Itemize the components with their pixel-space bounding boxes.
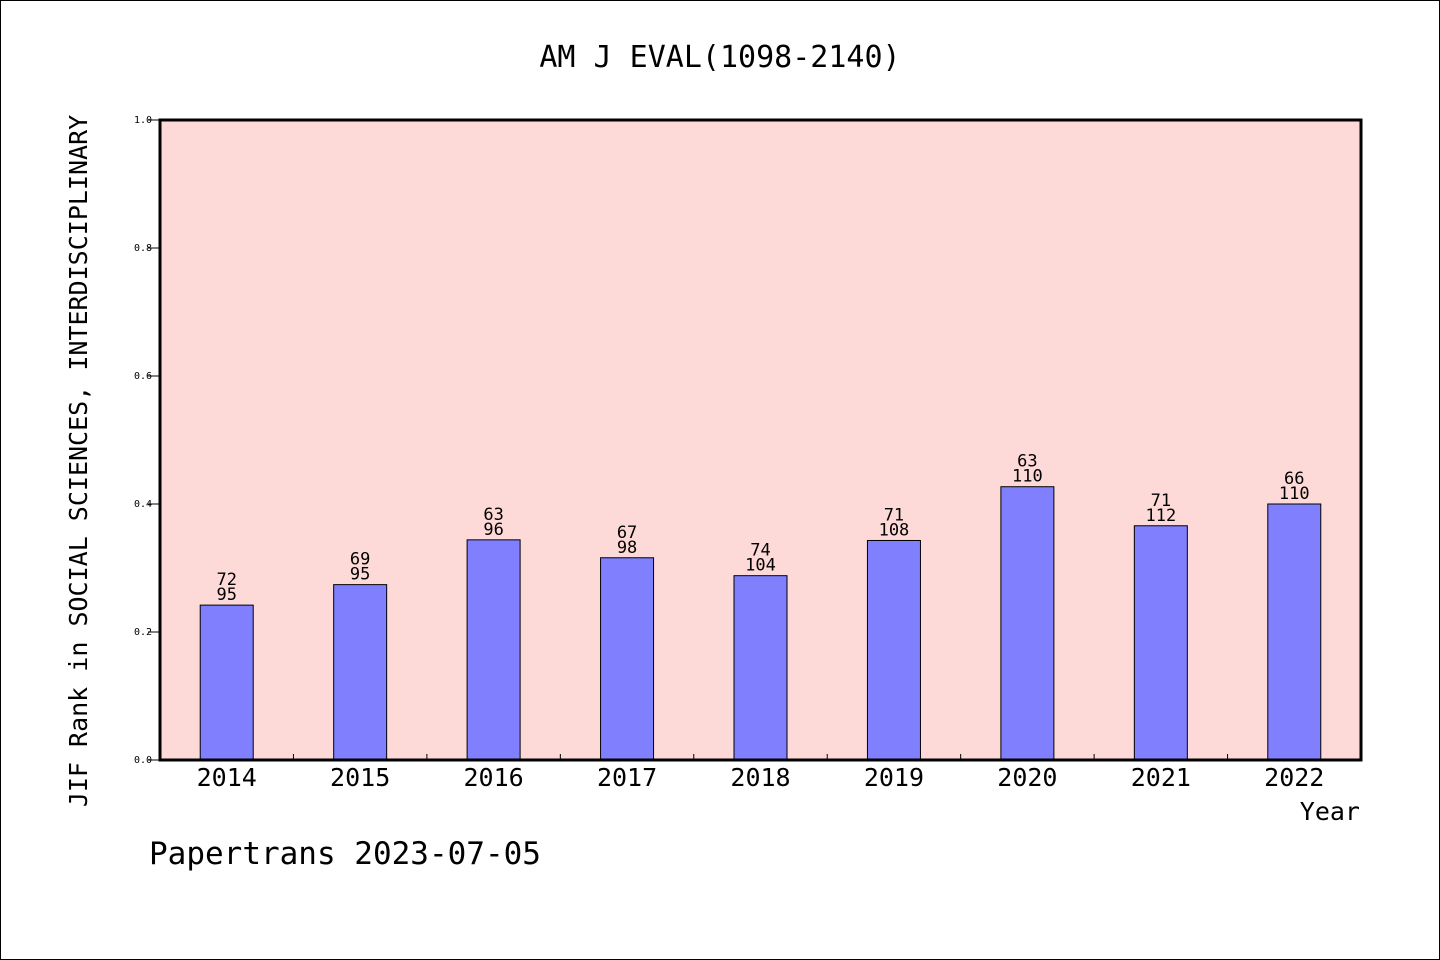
y-axis-label: JIF Rank in SOCIAL SCIENCES, INTERDISCIP…	[64, 115, 93, 807]
bar-total-label: 98	[617, 538, 637, 558]
x-tick-label: 2015	[330, 763, 390, 792]
y-tick-label: 0.4	[134, 499, 152, 510]
bar-total-label: 108	[879, 520, 910, 540]
y-tick-label: 0.2	[134, 627, 152, 638]
y-axis-ticks: 0.0 0.2 0.4 0.6 0.8 1.0	[134, 115, 160, 766]
footer-credit: Papertrans 2023-07-05	[149, 836, 541, 872]
bar-2021	[1133, 525, 1188, 761]
bar-rank-label: 63	[1017, 452, 1037, 472]
bar-2020	[1000, 486, 1055, 761]
y-tick-label: 1.0	[134, 115, 152, 126]
bar-total-label: 104	[745, 556, 776, 576]
chart-title: AM J EVAL(1098-2140)	[539, 40, 900, 75]
bar-total-label: 110	[1012, 467, 1043, 487]
bar-rank-label: 71	[1151, 491, 1171, 511]
x-axis-tick-labels: 2014 2015 2016 2017 2018 2019 2020 2021 2022	[197, 763, 1325, 792]
bar-2014	[199, 604, 254, 761]
bar-rank-label: 74	[750, 541, 770, 561]
bar-total-label: 112	[1145, 506, 1176, 526]
bar-rank-label: 66	[1284, 469, 1304, 489]
x-tick-label: 2016	[464, 763, 524, 792]
bar-2019	[866, 539, 921, 761]
bar-series	[199, 486, 1322, 761]
y-tick-label: 0.6	[134, 371, 152, 382]
bar-total-label: 110	[1279, 484, 1310, 504]
bar-2015	[333, 584, 388, 761]
x-tick-label: 2018	[730, 763, 790, 792]
bar-rank-label: 67	[617, 523, 637, 543]
bar-2017	[600, 557, 655, 761]
plot-frame	[158, 118, 1363, 762]
bar-rank-label: 69	[350, 550, 370, 570]
bar-total-label: 95	[216, 585, 236, 605]
bar-2016	[466, 539, 521, 761]
bar-rank-label: 63	[483, 505, 503, 525]
x-tick-label: 2019	[864, 763, 924, 792]
bar-total-label: 96	[483, 520, 503, 540]
bar-total-label: 95	[350, 565, 370, 585]
bar-2018	[733, 575, 788, 761]
x-tick-label: 2022	[1264, 763, 1324, 792]
y-tick-label: 0.8	[134, 243, 152, 254]
x-tick-label: 2021	[1131, 763, 1191, 792]
bar-2022	[1267, 503, 1322, 761]
x-axis-label: Year	[1300, 797, 1360, 826]
y-tick-label: 0.0	[134, 755, 152, 766]
bar-rank-label: 72	[216, 570, 236, 590]
x-tick-label: 2014	[197, 763, 257, 792]
bar-rank-label: 71	[884, 505, 904, 525]
x-tick-label: 2020	[997, 763, 1057, 792]
x-tick-label: 2017	[597, 763, 657, 792]
